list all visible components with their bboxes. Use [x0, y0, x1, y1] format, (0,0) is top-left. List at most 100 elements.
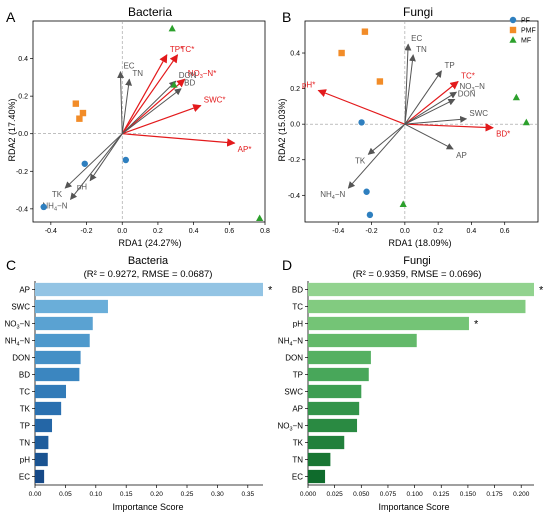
vector-label: EC — [411, 34, 422, 43]
panel-a-vector-arrow — [122, 104, 202, 135]
panel-d-significance-mark: * — [539, 285, 544, 297]
panel-b-y-tick-label: -0.2 — [288, 157, 300, 164]
panel-c-x-tick-label: 0.25 — [181, 491, 194, 498]
panel-a-vector-arrow — [121, 88, 182, 135]
panel-c-letter: C — [6, 257, 16, 273]
panel-b-point-pmf — [338, 49, 345, 57]
panel-d-x-tick-label: 0.125 — [433, 491, 450, 498]
panel-d-x-tick-label: 0.000 — [300, 491, 317, 498]
panel-c-bar — [35, 418, 53, 433]
vector-label: DON — [458, 89, 476, 98]
vector-label: TP* — [170, 45, 183, 54]
vector-label: TP — [444, 61, 454, 70]
panel-b-y-tick-label: 0.0 — [290, 122, 300, 129]
vector-label: DON — [179, 71, 197, 80]
panel-b-vector-arrow — [404, 80, 459, 125]
panel-b-point-pf — [366, 211, 374, 219]
panel-a-point-mf — [170, 81, 178, 88]
panel-b-legend-marker-mf — [509, 36, 517, 43]
panel-d-significance-mark: * — [474, 319, 479, 331]
panel-d-category-label: TC — [292, 302, 303, 311]
panel-b-legend-label: MF — [521, 38, 531, 45]
panel-b-x-tick-label: 0.0 — [400, 228, 410, 235]
panel-b-vector-arrow — [404, 123, 494, 132]
panel-a-x-tick-label: 0.2 — [153, 228, 163, 235]
panel-b-legend-label: PF — [521, 18, 530, 25]
panel-a-y-tick-label: -0.2 — [16, 169, 28, 176]
panel-b-vector-arrow — [404, 123, 454, 150]
panel-a-xlabel: RDA1 (24.27%) — [118, 238, 181, 248]
panel-d-letter: D — [282, 257, 292, 273]
vector-label: SWC — [469, 109, 488, 118]
panel-d-x-tick-label: 0.050 — [353, 491, 370, 498]
panel-b-x-tick-label: -0.4 — [332, 228, 344, 235]
panel-b-x-tick-label: 0.6 — [500, 228, 510, 235]
panel-a-vector-arrow — [121, 78, 133, 134]
panel-d-category-label: pH — [293, 319, 303, 328]
panel-d-category-label: TP — [293, 370, 303, 379]
vector-label: TC* — [181, 45, 195, 54]
vector-label: BD* — [496, 130, 510, 139]
panel-c-category-label: TN — [19, 438, 30, 447]
panel-a-y-tick-label: 0.0 — [18, 131, 28, 138]
vector-label: NH4−N — [320, 190, 345, 201]
panel-a-x-tick-label: -0.4 — [45, 228, 57, 235]
panel-c-subtitle: (R² = 0.9272, RMSE = 0.0687) — [84, 269, 213, 280]
panel-b-xlabel: RDA1 (18.09%) — [388, 238, 451, 248]
panel-c-x-tick-label: 0.05 — [59, 491, 72, 498]
panel-a-letter: A — [6, 9, 16, 25]
panel-a-vector-arrow — [122, 133, 236, 147]
panel-d-x-tick-label: 0.025 — [327, 491, 344, 498]
panel-b-letter: B — [282, 9, 291, 25]
panel-a-point-pf — [81, 160, 88, 167]
panel-a-x-tick-label: 0.6 — [224, 228, 234, 235]
panel-d-category-label: SWC — [284, 387, 303, 396]
panel-d-category-label: EC — [292, 472, 303, 481]
panel-c-category-label: TC — [19, 387, 30, 396]
panel-c-x-tick-label: 0.10 — [89, 491, 102, 498]
panel-d-x-tick-label: 0.075 — [380, 491, 397, 498]
vector-label: BD — [184, 79, 195, 88]
panel-b-legend-marker-pmf — [509, 26, 517, 34]
panel-a-point-mf — [168, 24, 176, 32]
panel-d-category-label: TK — [293, 438, 304, 447]
panel-d-category-label: BD — [292, 285, 303, 294]
panel-d-bar — [308, 282, 534, 297]
panel-a-x-tick-label: 0.4 — [189, 228, 199, 235]
panel-c-category-label: pH — [20, 455, 30, 464]
panel-c-significance-mark: * — [268, 285, 273, 297]
vector-label: TC* — [461, 71, 475, 80]
panel-c-bar — [35, 384, 67, 399]
panel-a-title: Bacteria — [128, 5, 172, 19]
panel-d-bar — [308, 469, 326, 484]
panel-a-vector-arrow — [89, 133, 123, 182]
vector-label: pH* — [302, 80, 315, 89]
panel-b-vector-arrow — [317, 89, 406, 125]
panel-c-bar — [35, 367, 80, 382]
panel-d-bar — [308, 418, 358, 433]
panel-a-vector-arrow — [121, 54, 179, 135]
panel-c-bar — [35, 333, 90, 348]
vector-label: NH4−N — [42, 201, 67, 212]
panel-c-category-label: DON — [12, 353, 30, 362]
panel-d-bar — [308, 333, 417, 348]
panel-c-category-label: EC — [19, 472, 30, 481]
panel-a-vector-arrow — [121, 54, 168, 135]
panel-b-point-pf — [358, 119, 365, 126]
panel-d-bar — [308, 452, 331, 467]
panel-b-y-tick-label: 0.2 — [290, 86, 300, 93]
panel-a-vector-arrow — [64, 133, 123, 189]
panel-b-plot-frame — [304, 20, 539, 223]
panel-b-vector-arrow — [404, 54, 416, 125]
panel-b-legend-marker-pf — [509, 16, 517, 24]
panel-c-bar — [35, 299, 108, 314]
panel-c-bar — [35, 401, 62, 416]
vector-label: NO3−N* — [188, 69, 217, 80]
panel-c-category-label: TP — [20, 421, 30, 430]
panel-b-point-mf — [399, 200, 407, 208]
panel-d-category-label: AP — [292, 404, 303, 413]
vector-label: AP — [456, 151, 467, 160]
vector-label: pH — [77, 183, 87, 192]
panel-a-y-tick-label: 0.4 — [18, 56, 28, 63]
panel-b-vector-arrow — [404, 70, 442, 125]
